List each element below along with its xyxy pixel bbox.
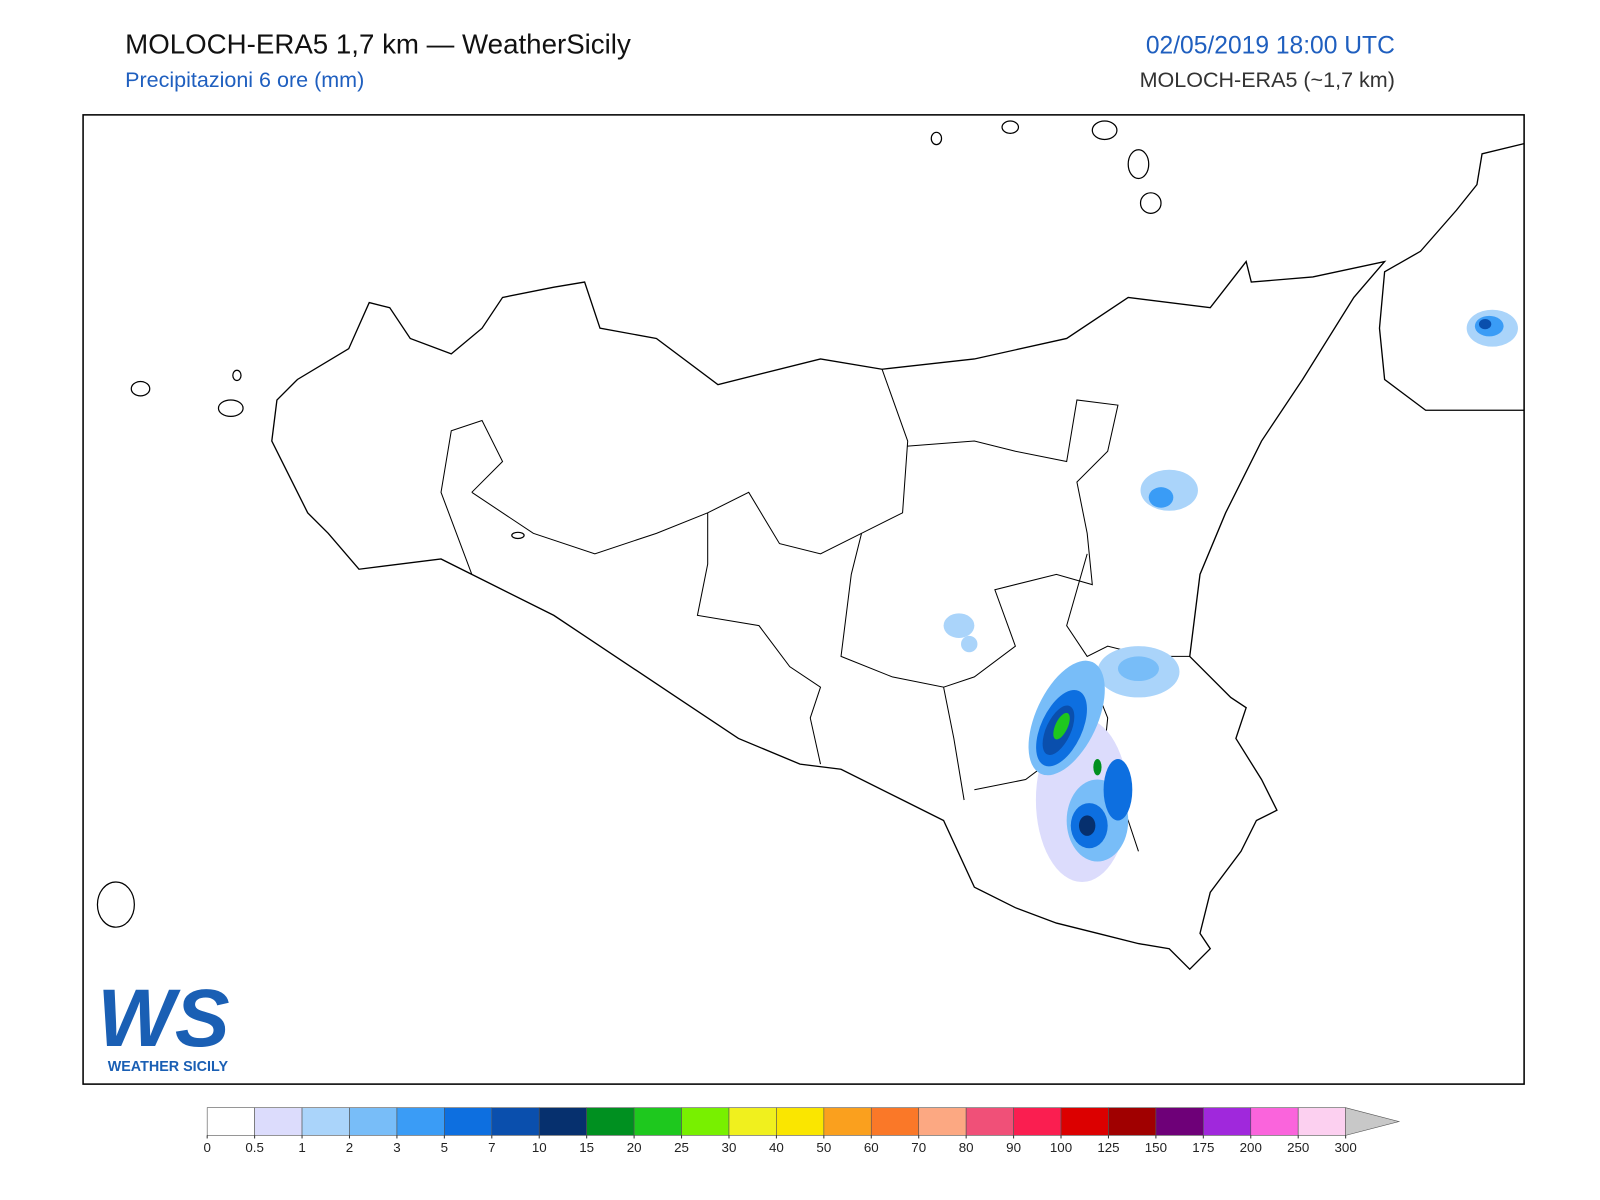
colorbar-segment bbox=[1108, 1107, 1157, 1136]
colorbar-segment bbox=[491, 1107, 540, 1136]
colorbar-tick-label: 60 bbox=[864, 1140, 879, 1155]
colorbar-segment bbox=[681, 1107, 730, 1136]
colorbar-segment bbox=[396, 1107, 445, 1136]
title: MOLOCH-ERA5 1,7 km — WeatherSicily bbox=[125, 28, 631, 59]
colorbar-tick-label: 100 bbox=[1050, 1140, 1072, 1155]
colorbar-tick-label: 175 bbox=[1192, 1140, 1214, 1155]
colorbar-segment bbox=[254, 1107, 303, 1136]
colorbar-segment bbox=[918, 1107, 967, 1136]
colorbar-tick-label: 80 bbox=[959, 1140, 974, 1155]
sicily-coast bbox=[271, 260, 1387, 971]
colorbar-tick-label: 5 bbox=[441, 1140, 448, 1155]
precipitation bbox=[943, 309, 1518, 883]
colorbar-tick-label: 40 bbox=[769, 1140, 784, 1155]
colorbar-tick-label: 300 bbox=[1335, 1140, 1357, 1155]
colorbar-tick-label: 15 bbox=[579, 1140, 594, 1155]
colorbar-tick-label: 90 bbox=[1006, 1140, 1021, 1155]
colorbar-segment bbox=[1203, 1107, 1252, 1136]
datetime: 02/05/2019 18:00 UTC bbox=[1146, 32, 1395, 59]
colorbar-segment bbox=[1013, 1107, 1062, 1136]
map: WS WEATHER SICILY bbox=[82, 114, 1525, 1085]
colorbar-tick-label: 125 bbox=[1097, 1140, 1119, 1155]
colorbar-segment bbox=[965, 1107, 1014, 1136]
colorbar-tick-label: 3 bbox=[393, 1140, 400, 1155]
colorbar-tick-label: 25 bbox=[674, 1140, 689, 1155]
colorbar-segment bbox=[349, 1107, 398, 1136]
colorbar-segment bbox=[1060, 1107, 1109, 1136]
colorbar-tick-label: 0.5 bbox=[245, 1140, 264, 1155]
colorbar-segment bbox=[1250, 1107, 1299, 1136]
colorbar-tick-label: 1 bbox=[298, 1140, 305, 1155]
logo-text: WEATHER SICILY bbox=[108, 1059, 229, 1075]
colorbar-tick-label: 20 bbox=[627, 1140, 642, 1155]
colorbar-tick-label: 200 bbox=[1240, 1140, 1262, 1155]
logo-mark: WS bbox=[97, 973, 229, 1064]
colorbar-tick-label: 7 bbox=[488, 1140, 495, 1155]
colorbar-tick-label: 30 bbox=[722, 1140, 737, 1155]
colorbar-segment bbox=[776, 1107, 825, 1136]
colorbar-segment bbox=[870, 1107, 920, 1136]
colorbar-tick-label: 50 bbox=[816, 1140, 831, 1155]
calabria-coast bbox=[1378, 142, 1525, 411]
colorbar-segment bbox=[1155, 1107, 1204, 1136]
colorbar-tick-label: 2 bbox=[346, 1140, 353, 1155]
colorbar-segment bbox=[444, 1107, 493, 1136]
colorbar-segment bbox=[301, 1107, 350, 1136]
colorbar-segment bbox=[633, 1107, 682, 1136]
colorbar-tick-label: 150 bbox=[1145, 1140, 1167, 1155]
model-label: MOLOCH-ERA5 (~1,7 km) bbox=[1140, 68, 1395, 92]
colorbar-tick-label: 250 bbox=[1287, 1140, 1309, 1155]
colorbar-segment bbox=[728, 1107, 777, 1136]
colorbar: 0 0.5 1 2 3 5 7 10 15 20 25 30 40 50 60 70 80 90 100 125 150… bbox=[203, 1107, 1401, 1155]
colorbar-segment bbox=[206, 1107, 255, 1136]
colorbar-segment bbox=[586, 1107, 635, 1136]
colorbar-tick-label: 10 bbox=[532, 1140, 547, 1155]
colorbar-segment bbox=[1297, 1107, 1346, 1136]
colorbar-tick-label: 0 bbox=[203, 1140, 210, 1155]
colorbar-segment bbox=[823, 1107, 872, 1136]
colorbar-tick-label: 70 bbox=[911, 1140, 926, 1155]
colorbar-extension bbox=[1345, 1107, 1401, 1136]
map-frame bbox=[82, 114, 1525, 1085]
colorbar-segment bbox=[538, 1107, 587, 1136]
islands bbox=[96, 120, 1162, 928]
subtitle: Precipitazioni 6 ore (mm) bbox=[125, 68, 364, 92]
